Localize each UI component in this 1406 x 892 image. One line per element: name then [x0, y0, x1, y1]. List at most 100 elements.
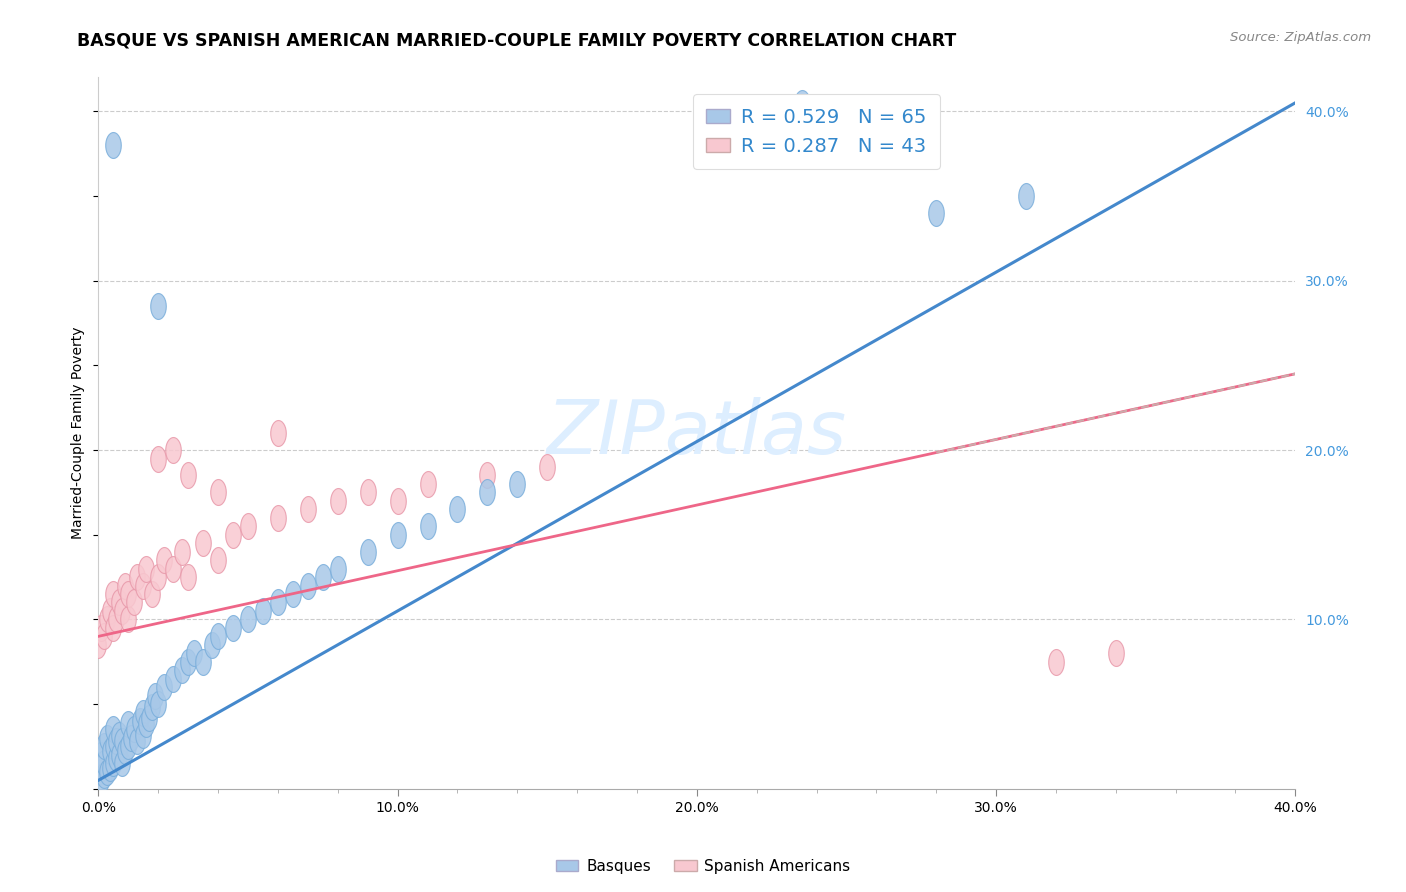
Text: ZIPatlas: ZIPatlas — [547, 397, 846, 469]
Spanish Americans — [207, 485, 229, 500]
Basques — [252, 604, 274, 618]
Basques — [129, 714, 152, 728]
Spanish Americans — [1105, 646, 1128, 660]
Basques — [103, 723, 125, 737]
Spanish Americans — [135, 561, 157, 575]
Spanish Americans — [100, 604, 122, 618]
Spanish Americans — [222, 527, 245, 541]
Basques — [297, 578, 319, 592]
Basques — [105, 751, 128, 765]
Basques — [96, 764, 118, 779]
Basques — [114, 744, 136, 758]
Text: BASQUE VS SPANISH AMERICAN MARRIED-COUPLE FAMILY POVERTY CORRELATION CHART: BASQUE VS SPANISH AMERICAN MARRIED-COUPL… — [77, 31, 956, 49]
Basques — [93, 739, 115, 754]
Spanish Americans — [207, 553, 229, 567]
Basques — [925, 206, 948, 220]
Basques — [111, 756, 134, 771]
Basques — [100, 744, 122, 758]
Spanish Americans — [1045, 655, 1067, 669]
Spanish Americans — [117, 587, 139, 601]
Spanish Americans — [90, 621, 112, 635]
Spanish Americans — [141, 587, 163, 601]
Basques — [138, 711, 160, 725]
Spanish Americans — [117, 612, 139, 626]
Legend: R = 0.529   N = 65, R = 0.287   N = 43: R = 0.529 N = 65, R = 0.287 N = 43 — [693, 95, 941, 169]
Spanish Americans — [177, 570, 200, 584]
Basques — [162, 672, 184, 686]
Basques — [90, 747, 112, 762]
Spanish Americans — [132, 578, 155, 592]
Spanish Americans — [148, 570, 170, 584]
Basques — [143, 689, 166, 703]
Basques — [100, 761, 122, 775]
Basques — [312, 570, 335, 584]
Basques — [93, 768, 115, 782]
Basques — [148, 697, 170, 711]
Basques — [120, 731, 142, 745]
Spanish Americans — [148, 451, 170, 466]
Basques — [416, 519, 439, 533]
Spanish Americans — [162, 561, 184, 575]
Spanish Americans — [177, 468, 200, 483]
Spanish Americans — [127, 570, 149, 584]
Spanish Americans — [96, 612, 118, 626]
Basques — [132, 727, 155, 741]
Basques — [108, 727, 131, 741]
Basques — [222, 621, 245, 635]
Basques — [111, 734, 134, 748]
Basques — [326, 561, 349, 575]
Basques — [103, 138, 125, 153]
Basques — [281, 587, 304, 601]
Spanish Americans — [267, 510, 290, 524]
Basques — [177, 655, 200, 669]
Spanish Americans — [93, 629, 115, 643]
Basques — [506, 476, 529, 491]
Spanish Americans — [387, 493, 409, 508]
Y-axis label: Married-Couple Family Poverty: Married-Couple Family Poverty — [72, 326, 86, 540]
Spanish Americans — [162, 443, 184, 458]
Spanish Americans — [357, 485, 380, 500]
Basques — [117, 717, 139, 731]
Basques — [446, 502, 468, 516]
Spanish Americans — [236, 519, 259, 533]
Spanish Americans — [111, 604, 134, 618]
Basques — [477, 485, 499, 500]
Basques — [267, 595, 290, 609]
Spanish Americans — [103, 621, 125, 635]
Basques — [127, 734, 149, 748]
Spanish Americans — [191, 536, 214, 550]
Basques — [183, 646, 205, 660]
Basques — [790, 95, 813, 110]
Basques — [387, 527, 409, 541]
Basques — [96, 731, 118, 745]
Spanish Americans — [297, 502, 319, 516]
Spanish Americans — [153, 553, 176, 567]
Spanish Americans — [87, 638, 110, 652]
Spanish Americans — [108, 595, 131, 609]
Spanish Americans — [536, 460, 558, 475]
Text: Source: ZipAtlas.com: Source: ZipAtlas.com — [1230, 31, 1371, 45]
Basques — [357, 544, 380, 558]
Basques — [172, 663, 194, 677]
Basques — [90, 773, 112, 788]
Spanish Americans — [124, 595, 146, 609]
Basques — [103, 756, 125, 771]
Spanish Americans — [103, 587, 125, 601]
Spanish Americans — [477, 468, 499, 483]
Basques — [236, 612, 259, 626]
Basques — [108, 747, 131, 762]
Basques — [141, 700, 163, 714]
Spanish Americans — [105, 612, 128, 626]
Basques — [207, 629, 229, 643]
Spanish Americans — [326, 493, 349, 508]
Basques — [124, 723, 146, 737]
Spanish Americans — [416, 476, 439, 491]
Legend: Basques, Spanish Americans: Basques, Spanish Americans — [550, 853, 856, 880]
Basques — [191, 655, 214, 669]
Basques — [135, 717, 157, 731]
Basques — [105, 734, 128, 748]
Spanish Americans — [114, 578, 136, 592]
Basques — [87, 764, 110, 779]
Spanish Americans — [172, 544, 194, 558]
Basques — [153, 680, 176, 694]
